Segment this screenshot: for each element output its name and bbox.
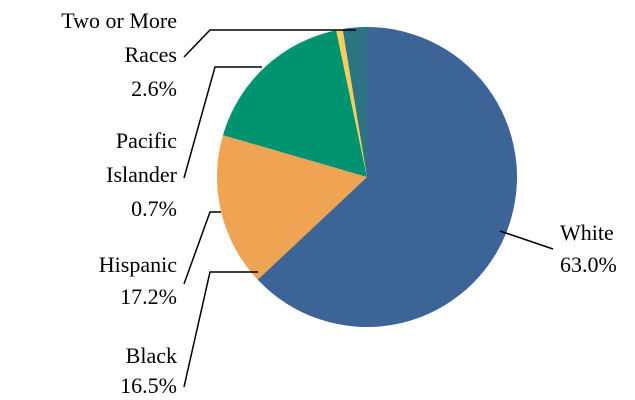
pie-slice-hispanic — [222, 30, 367, 178]
slice-value-label: 17.2% — [120, 284, 177, 309]
slice-value-label: 63.0% — [560, 252, 617, 277]
leader-line-5 — [183, 29, 356, 58]
slices-group — [217, 27, 517, 327]
leader-line-4 — [183, 66, 262, 179]
leader-line-2 — [183, 271, 258, 388]
leader-line-3 — [183, 211, 221, 285]
slice-value-label: 0.7% — [131, 196, 177, 221]
pie-slice-two-or-more-races — [342, 27, 367, 177]
labels-group: White 63.0% Black 16.5% Hispanic 17.2% Pacific… — [61, 8, 617, 398]
pie-slice-black — [217, 135, 367, 280]
pie-slice-pacific-islander — [336, 29, 367, 177]
leader-line-1 — [499, 230, 554, 250]
slice-category-label: Islander — [106, 162, 178, 187]
slice-category-label: Hispanic — [99, 252, 177, 277]
slice-category-label: White — [560, 220, 614, 245]
slice-value-label: 16.5% — [120, 373, 177, 398]
slice-value-label: 2.6% — [131, 76, 177, 101]
pie-slice-white — [257, 27, 517, 327]
slice-category-label: Pacific — [116, 128, 177, 153]
slice-category-label: Black — [126, 343, 177, 368]
slice-category-label: Two or More — [61, 8, 177, 33]
slice-category-label: Races — [124, 42, 177, 67]
leader-lines-group — [183, 29, 554, 388]
